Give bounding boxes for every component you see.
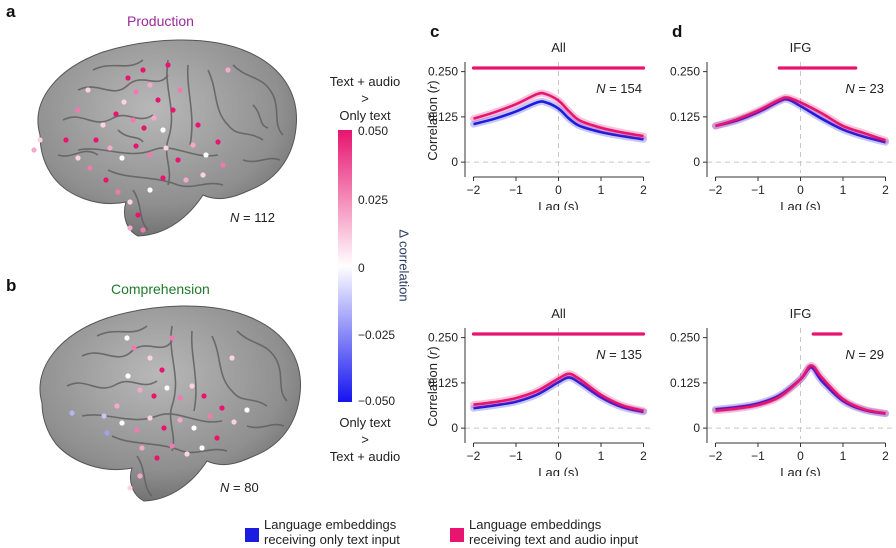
x-tick-label: 2: [882, 183, 889, 197]
panel-letter-d: d: [672, 22, 683, 41]
brain-production-figure: [31, 39, 298, 237]
series-line: [715, 96, 886, 142]
series-line: [715, 364, 886, 415]
x-tick-label: 0: [555, 183, 562, 197]
y-tick-label: 0.125: [670, 376, 700, 390]
x-axis-label: Lag (s): [538, 199, 578, 210]
y-axis-label: Correlation (r): [425, 80, 440, 160]
colorbar-tick: 0: [358, 261, 365, 275]
x-tick-label: −1: [509, 183, 523, 197]
colorbar-top-text: Text + audio > Only text: [329, 74, 401, 123]
y-tick-label: 0.125: [428, 376, 458, 390]
panel-letter-c: c: [430, 22, 440, 41]
x-tick-label: −1: [509, 449, 523, 463]
legend-text-audio: Language embeddings receiving text and a…: [469, 517, 639, 547]
x-tick-label: 1: [598, 449, 605, 463]
x-axis-label: Lag (s): [538, 465, 578, 476]
chart-n-label: N = 135: [596, 347, 642, 362]
production-n-label: N = 112: [230, 210, 275, 225]
x-tick-label: 0: [555, 449, 562, 463]
series-line: [473, 376, 644, 414]
chart-title: All: [551, 306, 566, 321]
comprehension-title: Comprehension: [111, 281, 210, 297]
chart-title: IFG: [790, 40, 812, 55]
y-tick-label: 0: [693, 421, 700, 435]
x-tick-label: 2: [882, 449, 889, 463]
y-tick-label: 0.250: [670, 65, 700, 79]
colorbar: [338, 130, 352, 402]
x-tick-label: 2: [640, 183, 647, 197]
brain-sulci: [57, 59, 284, 231]
comprehension-n-label: N = 80: [220, 480, 259, 495]
chart-n-label: N = 154: [596, 81, 642, 96]
colorbar-axis-label: Δ correlation: [396, 229, 412, 302]
series-line: [473, 91, 644, 138]
colorbar-tick: −0.025: [358, 328, 396, 342]
x-axis-label: Lag (s): [780, 465, 820, 476]
x-tick-label: −2: [709, 449, 723, 463]
x-tick-label: −1: [751, 449, 765, 463]
chart-n-label: N = 23: [845, 81, 884, 96]
y-tick-label: 0.125: [670, 110, 700, 124]
electrode-dots: [31, 62, 231, 233]
y-tick-label: 0: [693, 155, 700, 169]
x-tick-label: 0: [797, 449, 804, 463]
x-tick-label: 1: [840, 183, 847, 197]
x-tick-label: −2: [467, 449, 481, 463]
chart-c-top: All 0 0.125 0.250 −2 −1 0 1 2 Lag (s) Correlation …: [425, 40, 652, 210]
chart-d-bottom: IFG 0 0.125 0.250 −2 −1 0 1 2 Lag (s) N = 29: [670, 306, 894, 476]
y-tick-label: 0: [451, 155, 458, 169]
chart-title: IFG: [790, 306, 812, 321]
x-tick-label: 1: [840, 449, 847, 463]
colorbar-tick: 0.025: [358, 193, 389, 207]
legend-swatch-text-only: [245, 528, 259, 542]
x-tick-label: 1: [598, 183, 605, 197]
series-error-band: [712, 362, 889, 417]
colorbar-tick: 0.050: [358, 124, 389, 138]
series-line: [473, 372, 644, 413]
panel-letter-a: a: [6, 2, 16, 21]
x-tick-label: −2: [709, 183, 723, 197]
electrode-dots: [69, 335, 250, 491]
x-tick-label: −1: [751, 183, 765, 197]
x-tick-label: 0: [797, 183, 804, 197]
chart-d-top: IFG 0 0.125 0.250 −2 −1 0 1 2 Lag (s) N = 23: [670, 40, 894, 210]
y-tick-label: 0: [451, 421, 458, 435]
legend-text-only: Language embeddings receiving only text …: [264, 517, 400, 547]
y-tick-label: 0.250: [670, 331, 700, 345]
panel-letter-b: b: [6, 276, 17, 295]
y-tick-label: 0.125: [428, 110, 458, 124]
x-tick-label: 2: [640, 449, 647, 463]
legend-swatch-text-audio: [450, 528, 464, 542]
chart-n-label: N = 29: [845, 347, 884, 362]
series-line: [473, 100, 644, 141]
x-tick-label: −2: [467, 183, 481, 197]
y-axis-label: Correlation (r): [425, 346, 440, 426]
colorbar-tick: −0.050: [358, 394, 396, 408]
x-axis-label: Lag (s): [780, 199, 820, 210]
brain-comprehension-figure: [39, 305, 302, 502]
colorbar-bottom-text: Only text > Text + audio: [329, 415, 401, 464]
y-tick-label: 0.250: [428, 331, 458, 345]
production-title: Production: [127, 13, 194, 29]
chart-title: All: [551, 40, 566, 55]
chart-c-bottom: All 0 0.125 0.250 −2 −1 0 1 2 Lag (s) Correlation …: [425, 306, 652, 476]
y-tick-label: 0.250: [428, 65, 458, 79]
